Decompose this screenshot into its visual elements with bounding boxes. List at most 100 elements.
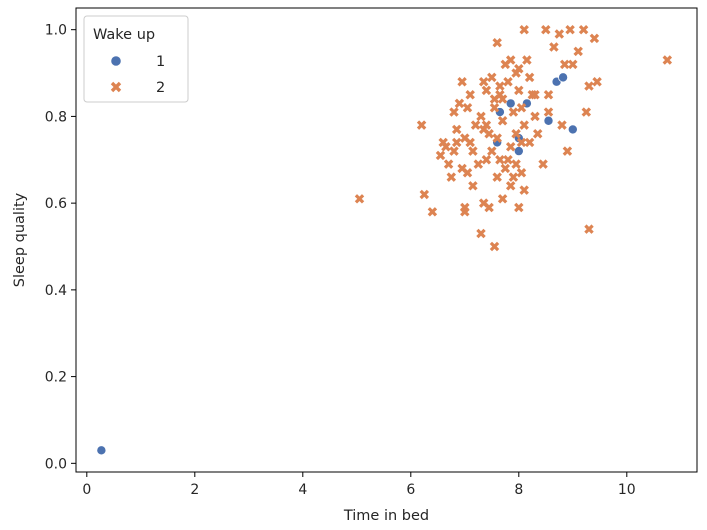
data-point [495,81,505,91]
plot-area [96,24,673,456]
data-point [532,129,543,139]
data-point [505,98,516,109]
data-point [476,228,486,239]
data-point [503,155,513,165]
data-point [457,76,467,87]
data-point [451,137,462,148]
legend-label: 1 [156,54,165,70]
legend-frame [83,15,189,103]
data-point [516,168,527,178]
series-2 [354,24,673,252]
data-point [492,37,502,48]
data-point [435,150,446,161]
data-point [538,159,548,169]
data-point [519,120,529,130]
y-tick-label: 0.6 [45,196,67,212]
y-tick-label: 0.4 [45,283,67,299]
data-point [541,24,551,35]
data-point [500,163,511,174]
data-point [427,207,438,217]
data-point [511,159,521,169]
data-point [524,137,535,148]
data-point [584,81,594,91]
data-point [508,107,519,117]
data-point [354,194,365,204]
legend-item-2: 2 [110,80,165,96]
x-axis-label: Time in bed [343,508,429,524]
data-point [516,103,527,113]
data-point [505,55,516,65]
data-point [497,116,508,126]
data-point [465,89,475,100]
data-point [497,94,508,104]
data-point [516,137,527,148]
y-axis-label: Sleep quality [12,192,28,287]
data-point [578,24,589,35]
data-point [468,146,478,156]
data-point [473,159,484,169]
data-point [565,24,575,35]
data-point [478,76,489,87]
data-point [514,202,524,213]
legend-marker [110,81,122,93]
data-point [589,33,600,44]
data-point [419,189,430,200]
data-point [96,445,107,456]
data-point [530,89,540,100]
x-tick-label: 8 [514,482,523,498]
data-point [489,103,500,113]
data-point [449,146,459,156]
data-point [543,89,554,100]
y-tick-label: 0.8 [45,109,67,125]
data-point [484,202,494,213]
data-point [457,163,467,174]
data-point [446,172,457,182]
legend: Wake up 1 2 [83,15,189,103]
data-point [470,120,481,130]
axes-frame [75,7,698,473]
x-tick-label: 4 [298,482,307,498]
data-point [519,185,529,195]
data-point [543,107,554,117]
data-point [497,194,508,204]
data-point [465,137,475,148]
data-point [558,72,569,83]
data-point [460,202,470,213]
data-point [530,111,540,122]
data-point [478,124,489,135]
x-tick-label: 6 [406,482,415,498]
axes: 0 2 4 6 8 10 0.0 0.2 0.4 0.6 0.8 1.0 [45,7,698,498]
data-point [454,98,465,109]
data-point [514,63,524,74]
data-point [543,115,554,126]
legend-item-1: 1 [110,54,165,70]
data-point [522,55,532,65]
x-tick-label: 2 [190,482,199,498]
data-point [487,72,497,83]
data-point [451,124,462,135]
data-point [562,146,573,156]
data-point [581,107,592,117]
data-point [468,181,478,191]
data-point [513,146,524,157]
data-point [592,76,602,87]
data-point [505,142,516,152]
data-point [559,59,570,70]
data-point [462,103,473,113]
data-point [505,181,516,191]
data-point [503,76,513,87]
data-point [441,142,451,152]
data-point [443,159,454,169]
data-point [487,146,497,156]
data-point [481,85,492,96]
data-point [511,129,521,139]
y-tick-label: 0.0 [45,456,67,472]
data-point [495,155,505,165]
data-point [481,155,492,165]
data-point [508,172,519,182]
data-point [524,72,535,83]
data-point [492,172,502,182]
data-point [662,55,673,65]
data-point [492,133,502,143]
